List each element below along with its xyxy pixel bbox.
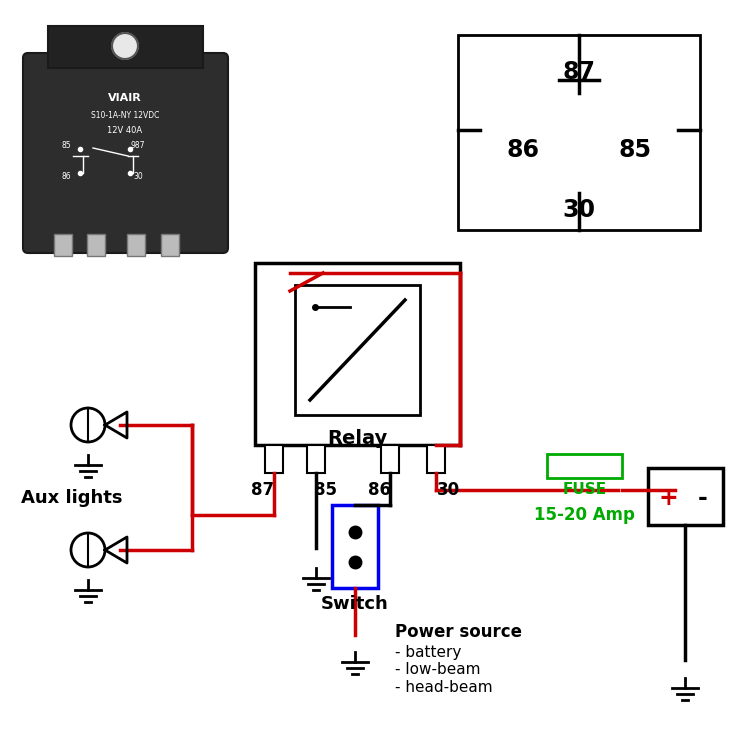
Text: VIAIR: VIAIR [108, 93, 142, 103]
Text: 86: 86 [506, 138, 539, 162]
Bar [48, 26, 203, 68]
Bar [307, 445, 325, 473]
Bar [648, 468, 723, 525]
Bar [458, 35, 700, 230]
Text: 30: 30 [133, 171, 143, 180]
Text: 87: 87 [562, 60, 595, 84]
Bar [547, 454, 622, 478]
Bar [255, 263, 460, 445]
Text: 987: 987 [131, 140, 145, 149]
Text: 85: 85 [314, 481, 338, 499]
FancyBboxPatch shape [23, 53, 228, 253]
Text: 15-20 Amp: 15-20 Amp [534, 506, 635, 524]
Circle shape [112, 33, 138, 59]
Bar [295, 285, 420, 415]
Bar [381, 445, 399, 473]
Bar [161, 234, 179, 256]
Text: FUSE: FUSE [562, 482, 606, 497]
Text: 85: 85 [618, 138, 651, 162]
Text: 12V 40A: 12V 40A [107, 125, 143, 134]
Text: 85: 85 [61, 140, 71, 149]
Text: 30: 30 [562, 198, 595, 222]
Text: S10-1A-NY 12VDC: S10-1A-NY 12VDC [91, 111, 159, 119]
Text: Aux lights: Aux lights [21, 489, 123, 507]
Text: - head-beam: - head-beam [395, 680, 492, 695]
Bar [54, 234, 72, 256]
Text: -: - [698, 486, 708, 510]
Text: Relay: Relay [328, 428, 388, 447]
Text: 30: 30 [436, 481, 459, 499]
Bar [127, 234, 145, 256]
Text: Switch: Switch [321, 595, 389, 613]
Text: 86: 86 [61, 171, 71, 180]
Text: - battery: - battery [395, 645, 461, 660]
Bar [265, 445, 283, 473]
Text: - low-beam: - low-beam [395, 663, 481, 677]
Bar [332, 505, 378, 588]
Text: Power source: Power source [395, 623, 522, 641]
Text: 86: 86 [369, 481, 392, 499]
Text: +: + [658, 486, 678, 510]
Bar [87, 234, 105, 256]
Bar [427, 445, 445, 473]
Text: 87: 87 [252, 481, 275, 499]
